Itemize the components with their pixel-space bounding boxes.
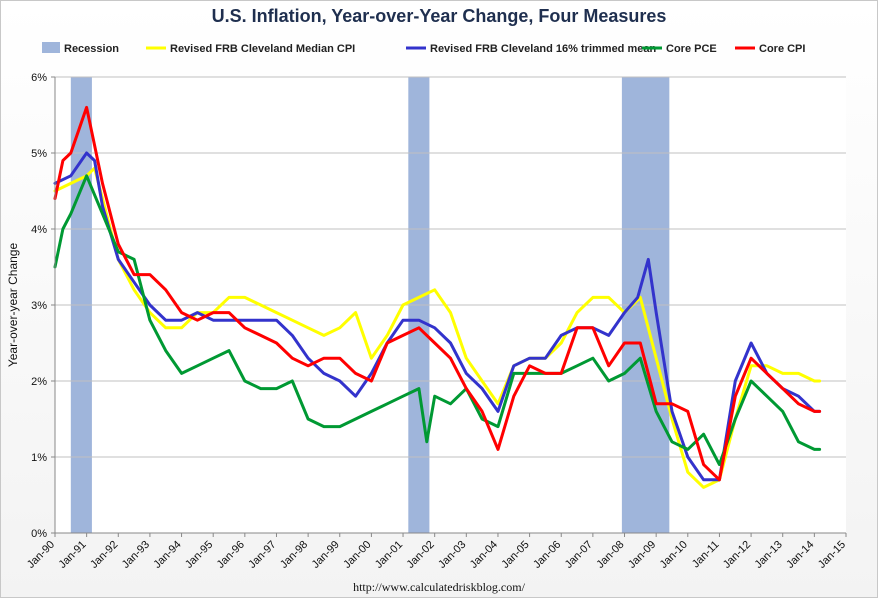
chart-legend: Recession Revised FRB Cleveland Median CP… <box>42 42 805 55</box>
x-tick-label: Jan-91 <box>56 539 88 571</box>
x-tick-label: Jan-93 <box>120 539 152 571</box>
legend-swatch-recession <box>42 42 60 53</box>
x-tick-label: Jan-95 <box>183 539 215 571</box>
x-tick-label: Jan-96 <box>215 539 247 571</box>
y-tick-label: 1% <box>31 452 47 464</box>
x-tick-label: Jan-07 <box>563 539 595 571</box>
x-tick-label: Jan-02 <box>405 539 437 571</box>
y-tick-label: 6% <box>31 72 47 84</box>
series-line-revised-frb-cleveland-median-cpi <box>53 166 822 489</box>
x-tick-label: Jan-13 <box>753 539 785 571</box>
x-tick-label: Jan-06 <box>531 539 563 571</box>
y-tick-label: 2% <box>31 376 47 388</box>
x-tick-label: Jan-10 <box>658 539 690 571</box>
x-tick-label: Jan-11 <box>690 539 722 571</box>
chart-title: U.S. Inflation, Year-over-Year Change, F… <box>211 6 667 26</box>
x-tick-label: Jan-01 <box>373 539 405 571</box>
source-url: http://www.calculatedriskblog.com/ <box>353 580 525 594</box>
x-tick-label: Jan-94 <box>151 539 183 571</box>
x-tick-label: Jan-99 <box>310 539 342 571</box>
legend-label-core-pce: Core PCE <box>666 43 717 55</box>
x-tick-label: Jan-08 <box>594 539 626 571</box>
x-tick-label: Jan-12 <box>721 539 753 571</box>
legend-label-core-cpi: Core CPI <box>759 43 805 55</box>
y-axis-title: Year-over-year Change <box>6 243 20 368</box>
x-tick-label: Jan-92 <box>88 539 120 571</box>
legend-label-revised-frb-cleveland-median-cpi: Revised FRB Cleveland Median CPI <box>170 43 355 55</box>
x-tick-label: Jan-15 <box>816 539 848 571</box>
x-tick-label: Jan-03 <box>436 539 468 571</box>
x-tick-label: Jan-09 <box>626 539 658 571</box>
y-tick-label: 5% <box>31 148 47 160</box>
y-tick-label: 3% <box>31 300 47 312</box>
x-tick-label: Jan-05 <box>499 539 531 571</box>
x-tick-label: Jan-98 <box>278 539 310 571</box>
legend-label-recession: Recession <box>64 43 119 55</box>
series-lines <box>53 105 822 489</box>
series-line-core-cpi <box>53 105 822 482</box>
y-tick-label: 4% <box>31 224 47 236</box>
series-line-revised-frb-cleveland-16-trimmed-mean <box>53 151 822 482</box>
x-tick-label: Jan-14 <box>784 539 816 571</box>
x-tick-label: Jan-90 <box>25 539 57 571</box>
x-tick-label: Jan-04 <box>468 539 500 571</box>
legend-label-revised-frb-cleveland-16-trimmed-mean: Revised FRB Cleveland 16% trimmed mean <box>430 43 656 55</box>
y-tick-label: 0% <box>31 528 47 540</box>
x-tick-label: Jan-97 <box>246 539 278 571</box>
x-tick-label: Jan-00 <box>341 539 373 571</box>
